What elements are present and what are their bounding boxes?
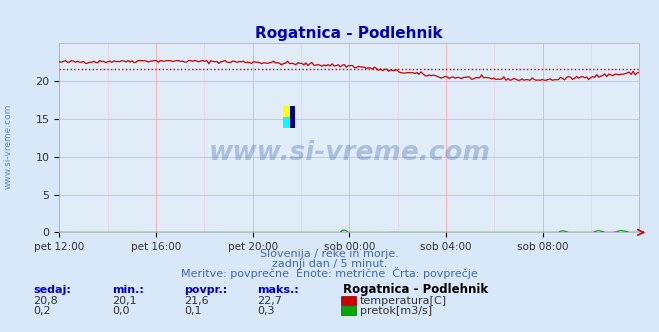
Text: 0,1: 0,1 (185, 306, 202, 316)
Text: 20,1: 20,1 (112, 296, 136, 306)
Text: Rogatnica - Podlehnik: Rogatnica - Podlehnik (343, 283, 488, 296)
Text: www.si-vreme.com: www.si-vreme.com (3, 103, 13, 189)
Text: 0,3: 0,3 (257, 306, 275, 316)
Text: 21,6: 21,6 (185, 296, 209, 306)
Bar (341, 296, 356, 305)
Bar (283, 117, 289, 128)
Text: povpr.:: povpr.: (185, 285, 228, 295)
Text: sedaj:: sedaj: (33, 285, 71, 295)
Bar (341, 306, 356, 315)
Bar (283, 106, 289, 117)
Text: pretok[m3/s]: pretok[m3/s] (360, 306, 432, 316)
Text: 0,0: 0,0 (112, 306, 130, 316)
Text: min.:: min.: (112, 285, 144, 295)
Text: www.si-vreme.com: www.si-vreme.com (208, 140, 490, 166)
Title: Rogatnica - Podlehnik: Rogatnica - Podlehnik (256, 26, 443, 41)
Text: Slovenija / reke in morje.: Slovenija / reke in morje. (260, 249, 399, 259)
Text: 20,8: 20,8 (33, 296, 58, 306)
Bar (289, 106, 295, 128)
Text: zadnji dan / 5 minut.: zadnji dan / 5 minut. (272, 259, 387, 269)
Text: Meritve: povprečne  Enote: metrične  Črta: povprečje: Meritve: povprečne Enote: metrične Črta:… (181, 267, 478, 279)
Text: 0,2: 0,2 (33, 306, 51, 316)
Text: maks.:: maks.: (257, 285, 299, 295)
Text: temperatura[C]: temperatura[C] (360, 296, 447, 306)
Text: 22,7: 22,7 (257, 296, 282, 306)
